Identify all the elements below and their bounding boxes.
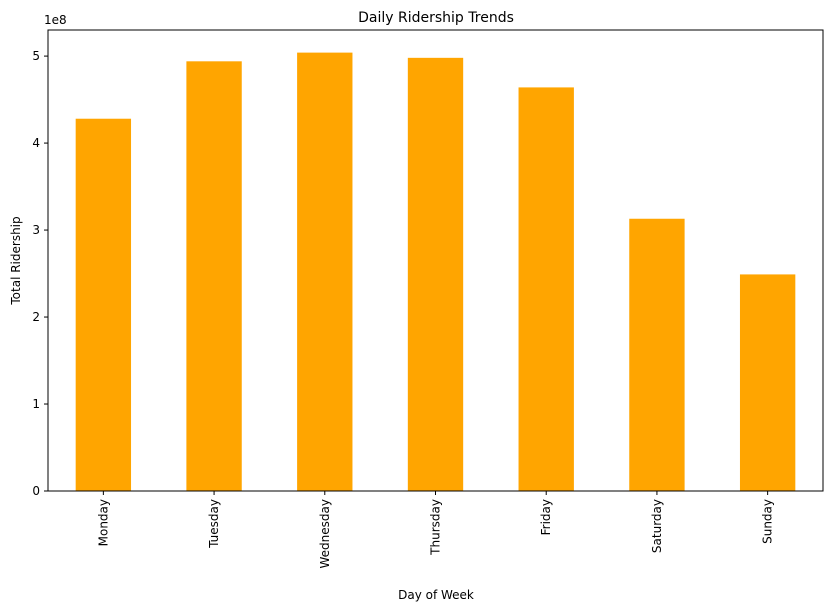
bars-group (75, 52, 796, 492)
bar-friday (518, 87, 574, 492)
y-tick-label: 3 (32, 223, 40, 237)
x-tick-label: Monday (96, 499, 110, 546)
y-tick-label: 5 (32, 49, 40, 63)
y-axis-label: Total Ridership (9, 216, 23, 305)
y-ticks-group: 0 1 2 3 4 5 (32, 49, 48, 498)
x-tick-label: Wednesday (318, 499, 332, 568)
bar-saturday (629, 218, 685, 491)
bar-tuesday (186, 61, 242, 492)
y-tick-label: 4 (32, 136, 40, 150)
bar-wednesday (297, 52, 353, 492)
x-tick-label: Friday (539, 499, 553, 535)
chart-title: Daily Ridership Trends (358, 10, 514, 26)
bar-monday (75, 118, 132, 491)
x-tick-label: Sunday (761, 499, 775, 544)
y-tick-label: 2 (32, 310, 40, 324)
x-tick-label: Saturday (650, 499, 664, 553)
x-tick-label: Tuesday (207, 499, 221, 549)
y-tick-label: 0 (32, 484, 40, 498)
bar-thursday (407, 57, 464, 492)
plot-frame (47, 29, 824, 492)
x-ticks-group: Monday Tuesday Wednesday Thursday Friday Satu… (96, 491, 775, 568)
x-axis-label: Day of Week (398, 588, 474, 602)
x-tick-label: Thursday (429, 499, 443, 556)
y-tick-label: 1 (32, 397, 40, 411)
y-axis-offset-label: 1e8 (44, 13, 67, 27)
bar-sunday (739, 274, 796, 491)
